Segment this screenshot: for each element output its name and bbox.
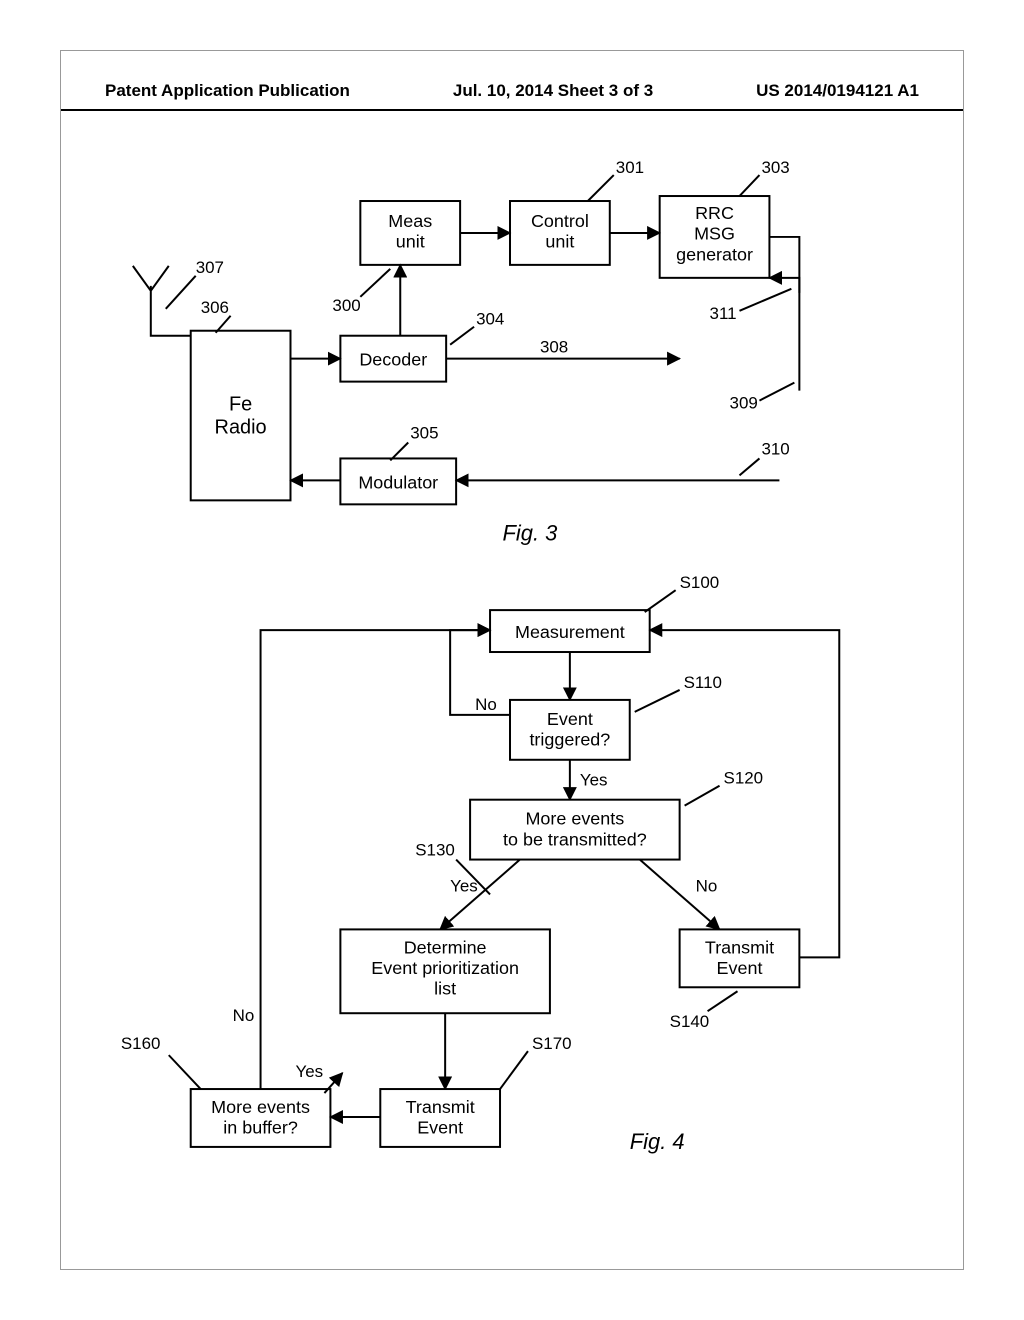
ref-s160: S160	[121, 1034, 161, 1053]
ref-306: 306	[201, 298, 229, 317]
s120-no: No	[696, 876, 718, 895]
modulator-label: Modulator	[358, 472, 438, 492]
ref-309: 309	[730, 394, 758, 413]
leader-300	[360, 269, 390, 297]
page-frame: Patent Application Publication Jul. 10, …	[60, 50, 964, 1270]
diagram-canvas: Measunit Controlunit RRCMSGgenerator FeR…	[61, 51, 963, 1269]
arrow-s140-loop	[650, 630, 840, 957]
leader-s120	[685, 786, 720, 806]
s160-yes: Yes	[295, 1062, 323, 1081]
s160-no: No	[233, 1006, 255, 1025]
ref-s100: S100	[680, 573, 720, 592]
ref-311: 311	[710, 304, 737, 323]
fig4: Measurement S100 Eventtriggered? S110 No…	[121, 573, 839, 1154]
leader-s160	[169, 1055, 201, 1089]
antenna-icon	[133, 266, 191, 336]
leader-s170	[500, 1051, 528, 1089]
ref-s140: S140	[670, 1012, 710, 1031]
leader-309	[759, 383, 794, 401]
ref-s120: S120	[724, 769, 764, 788]
leader-307	[166, 276, 196, 309]
s120-yes: Yes	[450, 876, 478, 895]
leader-311	[739, 289, 791, 311]
measurement-label: Measurement	[515, 622, 625, 642]
ref-s110: S110	[684, 673, 722, 692]
s110-yes: Yes	[580, 771, 608, 790]
arrow-s160-yes	[324, 1073, 342, 1093]
arrow-s160-no	[261, 630, 490, 1089]
line-309-path	[769, 278, 799, 391]
leader-s140	[708, 991, 738, 1011]
leader-310	[739, 458, 759, 475]
ref-s170: S170	[532, 1034, 572, 1053]
ref-304: 304	[476, 310, 504, 329]
ref-301: 301	[616, 158, 644, 177]
ref-s130: S130	[415, 841, 455, 860]
leader-s110	[635, 690, 680, 712]
fig3: Measunit Controlunit RRCMSGgenerator FeR…	[133, 158, 800, 545]
fig3-caption: Fig. 3	[503, 520, 558, 545]
ref-310: 310	[761, 439, 789, 458]
line-311-path	[769, 237, 799, 293]
leader-s100	[645, 590, 676, 612]
leader-301	[588, 175, 614, 201]
ref-307: 307	[196, 258, 224, 277]
more-buffer-label: More eventsin buffer?	[211, 1097, 310, 1138]
leader-304	[450, 327, 474, 345]
fig4-caption: Fig. 4	[630, 1129, 685, 1154]
ref-305: 305	[410, 423, 438, 442]
s110-no: No	[475, 695, 497, 714]
ref-308: 308	[540, 338, 568, 357]
ref-303: 303	[761, 158, 789, 177]
ref-300: 300	[332, 296, 360, 315]
leader-303	[739, 175, 759, 196]
decoder-label: Decoder	[359, 350, 427, 370]
